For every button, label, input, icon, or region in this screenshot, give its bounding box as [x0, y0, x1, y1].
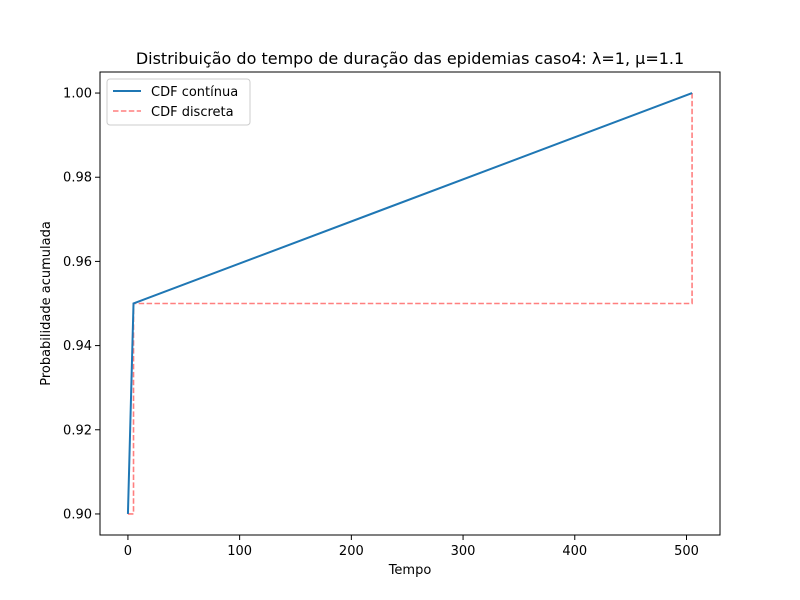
legend-box [106, 78, 251, 126]
legend: CDF contínua CDF discreta [106, 78, 251, 126]
x-axis: 0 100 200 300 400 500 [124, 535, 699, 559]
y-axis: 0.90 0.92 0.94 0.96 0.98 1.00 [63, 87, 100, 522]
series-line-continuous [126, 92, 693, 514]
legend-label-discrete: CDF discreta [151, 105, 234, 120]
x-tick-label: 0 [124, 544, 132, 559]
legend-label-continuous: CDF contínua [151, 85, 238, 100]
series-layer [126, 92, 693, 515]
plot-frame [99, 71, 721, 536]
y-tick-label: 0.96 [63, 255, 92, 270]
y-tick-label: 0.98 [63, 171, 92, 186]
x-tick-label: 400 [562, 544, 587, 559]
chart-title: Distribuição do tempo de duração das epi… [136, 49, 684, 68]
x-tick-label: 500 [674, 544, 699, 559]
y-tick-label: 0.94 [63, 339, 92, 354]
y-axis-label: Probabilidade acumulada [39, 221, 54, 386]
x-tick-label: 300 [451, 544, 476, 559]
y-tick-label: 0.92 [63, 423, 92, 438]
x-axis-label: Tempo [388, 563, 432, 578]
y-tick-label: 0.90 [63, 507, 92, 522]
y-tick-label: 1.00 [63, 87, 92, 102]
x-tick-label: 100 [227, 544, 252, 559]
x-tick-label: 200 [339, 544, 364, 559]
